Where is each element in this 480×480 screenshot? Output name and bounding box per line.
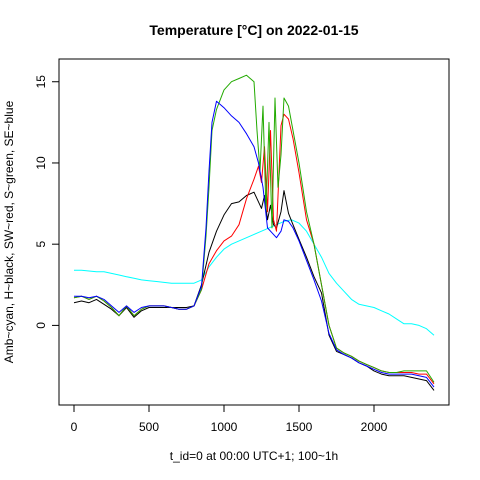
y-axis-label: Amb~cyan, H~black, SW~red, S~green, SE~b…	[2, 100, 16, 363]
y-tick-label: 5	[34, 241, 48, 248]
series-layer	[73, 74, 435, 391]
x-tick-label: 1500	[286, 420, 313, 434]
series-line-4	[73, 74, 435, 383]
series-line-1	[74, 219, 435, 336]
x-tick-label: 500	[139, 420, 159, 434]
y-tick-label: 0	[34, 322, 48, 329]
x-axis-label: t_id=0 at 00:00 UTC+1; 100~1h	[170, 449, 338, 463]
y-axis: 0 5 10 15	[34, 75, 60, 329]
x-tick-label: 0	[71, 420, 78, 434]
series-line-5	[74, 100, 435, 388]
y-tick-label: 15	[34, 75, 48, 89]
y-tick-label: 10	[34, 156, 48, 170]
x-tick-label: 1000	[211, 420, 238, 434]
x-axis: 0 500 1000 1500 2000	[71, 404, 388, 434]
x-tick-label: 2000	[361, 420, 388, 434]
chart-title: Temperature [°C] on 2022-01-15	[149, 22, 358, 38]
